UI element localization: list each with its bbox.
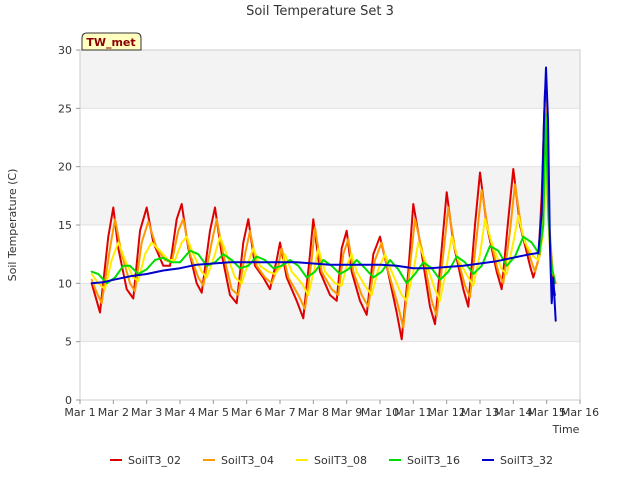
series-line-soilt3-02 (90, 89, 556, 341)
x-axis-ticks: Mar 1 Mar 2 Mar 3 Mar 4 Mar 5 Mar 6 Mar 7 Mar 8… (64, 400, 599, 419)
plot-background-bands (80, 50, 580, 400)
x-tick-label: Mar 8 (298, 406, 329, 419)
chart-title: Soil Temperature Set 3 (246, 4, 394, 19)
series-line-soilt3-32 (90, 66, 557, 322)
plot-band (80, 108, 580, 167)
plot-band (80, 341, 580, 400)
legend-label: SoilT3_08 (314, 454, 367, 467)
x-tick-label: Mar 13 (461, 406, 499, 419)
legend-label: SoilT3_16 (407, 454, 460, 467)
plot-band (80, 283, 580, 342)
x-tick-label: Mar 10 (361, 406, 399, 419)
y-tick-label: 20 (58, 161, 72, 174)
x-axis-label: Time (552, 423, 580, 436)
series-line-soilt3-04 (90, 101, 557, 329)
series-line-soilt3-16 (90, 113, 556, 285)
x-tick-label: Mar 1 (64, 406, 95, 419)
legend: SoilT3_02 SoilT3_04 SoilT3_08 SoilT3_16 Soil… (110, 454, 553, 467)
y-axis-ticks: 0 5 10 15 20 25 30 (58, 44, 80, 407)
x-tick-label: Mar 2 (98, 406, 129, 419)
legend-label: SoilT3_04 (221, 454, 274, 467)
y-tick-label: 10 (58, 277, 72, 290)
site-badge-label: TW_met (86, 36, 135, 49)
x-tick-label: Mar 4 (164, 406, 195, 419)
x-tick-label: Mar 16 (561, 406, 599, 419)
x-tick-label: Mar 3 (131, 406, 162, 419)
y-tick-label: 25 (58, 102, 72, 115)
series-line-soilt3-08 (90, 154, 556, 302)
legend-label: SoilT3_02 (128, 454, 181, 467)
y-tick-label: 15 (58, 219, 72, 232)
x-tick-label: Mar 11 (394, 406, 432, 419)
y-tick-label: 30 (58, 44, 72, 57)
x-tick-label: Mar 7 (264, 406, 295, 419)
x-tick-label: Mar 9 (331, 406, 362, 419)
x-tick-label: Mar 14 (494, 406, 532, 419)
plot-band (80, 50, 580, 109)
plot-band (80, 166, 580, 225)
x-tick-label: Mar 12 (428, 406, 466, 419)
series-lines (90, 66, 557, 341)
y-axis-label: Soil Temperature (C) (6, 169, 19, 282)
legend-label: SoilT3_32 (500, 454, 553, 467)
x-tick-label: Mar 5 (198, 406, 229, 419)
y-tick-label: 5 (65, 336, 72, 349)
y-tick-label: 0 (65, 394, 72, 407)
x-tick-label: Mar 15 (528, 406, 566, 419)
site-badge: TW_met (81, 32, 142, 51)
x-tick-label: Mar 6 (231, 406, 262, 419)
